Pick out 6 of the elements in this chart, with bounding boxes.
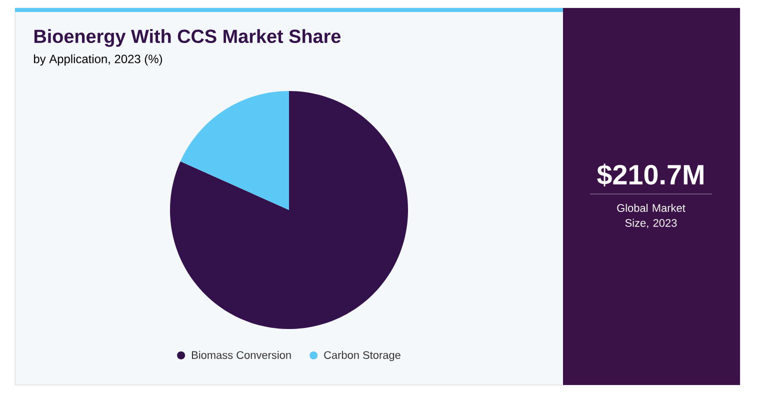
text: Global Market Size, 2023 bbox=[617, 204, 686, 228]
legend-label: Biomass Conversion bbox=[192, 350, 291, 359]
text: $210.7M bbox=[597, 164, 704, 186]
chart-subtitle: by Application, 2023 (%) bbox=[34, 54, 162, 66]
legend-label: Carbon Storage bbox=[324, 350, 400, 362]
chart-title: Bioenergy With CCS Market Share bbox=[34, 29, 341, 47]
